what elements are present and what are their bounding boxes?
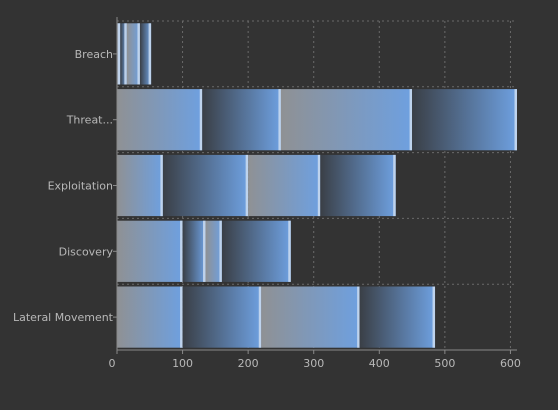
bar-segment-edge <box>117 23 121 85</box>
bar-segment[interactable] <box>205 220 222 282</box>
y-tick-label: Lateral Movement <box>13 311 114 324</box>
bar-segment-edge <box>245 154 249 217</box>
bar-segment-edge <box>219 220 222 282</box>
bar-segment[interactable] <box>412 89 517 151</box>
bar-series <box>117 23 517 348</box>
bar-segment[interactable] <box>117 89 203 151</box>
bar-segment[interactable] <box>117 154 163 217</box>
bar-segment-edge <box>288 220 291 282</box>
bar-segment-edge <box>514 89 517 151</box>
bar-segment-edge <box>409 89 413 151</box>
bar-segment-edge <box>160 154 163 217</box>
bar-segment[interactable] <box>248 154 321 217</box>
bar-segment[interactable] <box>221 220 291 282</box>
x-tick-label: 0 <box>109 357 116 370</box>
bar-segment-edge <box>199 89 203 151</box>
bar-segment-edge <box>180 286 183 348</box>
bar-segment-edge <box>317 154 321 217</box>
y-tick-label: Exploitation <box>48 180 113 193</box>
bar-segment-edge <box>393 154 396 217</box>
bar-segment[interactable] <box>126 23 140 85</box>
y-tick-label: Threat... <box>66 114 113 127</box>
y-tick-label: Discovery <box>59 245 114 258</box>
axes: Breach Threat... Exploitation Discovery Late… <box>13 17 521 370</box>
y-tick-label: Breach <box>75 48 113 61</box>
bar-segment-edge <box>357 286 360 348</box>
bar-segment-edge <box>137 23 140 85</box>
bar-segment-edge <box>432 286 436 348</box>
x-tick-label: 200 <box>238 357 259 370</box>
bar-segment[interactable] <box>117 286 183 348</box>
x-tick-label: 100 <box>172 357 193 370</box>
bar-segment[interactable] <box>320 154 396 217</box>
bar-segment[interactable] <box>280 89 413 151</box>
bar-segment-edge <box>148 23 152 85</box>
x-tick-label: 600 <box>500 357 521 370</box>
bar-segment-edge <box>124 23 127 85</box>
bar-segment[interactable] <box>202 89 281 151</box>
x-tick-label: 300 <box>303 357 324 370</box>
bar-segment[interactable] <box>117 220 183 282</box>
bar-segment[interactable] <box>120 23 127 85</box>
x-tick-label: 500 <box>434 357 455 370</box>
bar-segment[interactable] <box>261 286 360 348</box>
bar-segment[interactable] <box>139 23 152 85</box>
bar-segment-edge <box>203 220 206 282</box>
bar-segment-edge <box>258 286 262 348</box>
bar-segment[interactable] <box>182 220 206 282</box>
bar-segment[interactable] <box>359 286 436 348</box>
bar-segment-edge <box>180 220 183 282</box>
bar-segment-edge <box>278 89 281 151</box>
x-tick-label: 400 <box>369 357 390 370</box>
bar-segment[interactable] <box>182 286 262 348</box>
bar-segment[interactable] <box>162 154 249 217</box>
